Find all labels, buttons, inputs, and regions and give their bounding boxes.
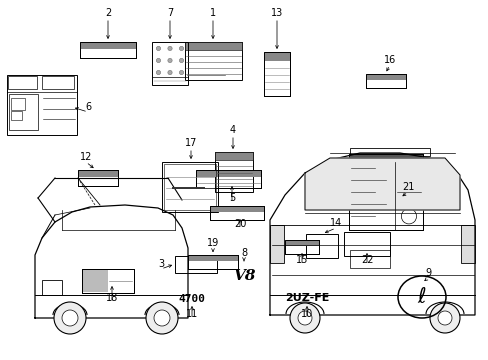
Bar <box>365 74 405 88</box>
Bar <box>82 269 134 293</box>
Polygon shape <box>35 205 187 318</box>
Bar <box>196 170 261 188</box>
Bar <box>365 74 405 80</box>
Bar <box>152 42 187 85</box>
Bar <box>215 152 252 192</box>
Text: 4: 4 <box>229 125 236 135</box>
Circle shape <box>179 70 183 75</box>
Circle shape <box>62 310 78 326</box>
Bar <box>80 42 136 49</box>
Bar <box>305 234 337 258</box>
Text: 13: 13 <box>270 8 283 18</box>
Text: 11: 11 <box>185 309 198 319</box>
Bar <box>42 76 73 89</box>
Bar <box>187 255 238 269</box>
Circle shape <box>156 58 161 63</box>
Bar <box>209 206 264 212</box>
Bar <box>78 170 118 177</box>
Bar <box>264 52 289 61</box>
Circle shape <box>54 302 86 334</box>
Bar <box>348 154 422 230</box>
Circle shape <box>167 58 172 63</box>
Circle shape <box>167 46 172 51</box>
Bar <box>460 225 474 263</box>
Bar <box>78 170 118 186</box>
Bar <box>184 42 242 50</box>
Bar <box>348 154 422 230</box>
Circle shape <box>289 303 319 333</box>
Bar <box>11 111 21 120</box>
Bar <box>264 52 289 96</box>
Bar <box>215 152 252 160</box>
Polygon shape <box>269 153 474 315</box>
Circle shape <box>167 70 172 75</box>
Text: 10: 10 <box>300 309 312 319</box>
Text: 2: 2 <box>104 8 111 18</box>
Text: 22: 22 <box>360 255 372 265</box>
Bar <box>349 148 429 156</box>
Bar <box>162 162 218 212</box>
Bar <box>264 52 289 96</box>
Circle shape <box>179 46 183 51</box>
Text: 16: 16 <box>383 55 395 65</box>
Bar <box>78 170 118 186</box>
Bar <box>163 164 216 210</box>
Text: 14: 14 <box>329 218 342 228</box>
Text: 21: 21 <box>401 182 413 192</box>
Text: 1: 1 <box>209 8 216 18</box>
Bar <box>42 280 62 295</box>
Text: 2UZ-FE: 2UZ-FE <box>284 293 328 303</box>
Circle shape <box>156 70 161 75</box>
Bar <box>11 98 25 110</box>
Text: 3: 3 <box>158 259 164 269</box>
Bar <box>196 170 261 188</box>
Circle shape <box>297 311 311 325</box>
Text: 6: 6 <box>85 102 91 112</box>
Text: 12: 12 <box>80 152 92 162</box>
Circle shape <box>146 302 178 334</box>
Bar <box>184 42 242 80</box>
Text: 17: 17 <box>184 138 197 148</box>
Text: 5: 5 <box>228 193 235 203</box>
Bar <box>8 76 37 89</box>
Circle shape <box>437 311 451 325</box>
Bar <box>348 154 422 162</box>
Circle shape <box>156 46 161 51</box>
Bar <box>349 250 389 268</box>
Text: 15: 15 <box>295 255 307 265</box>
Text: 19: 19 <box>206 238 219 248</box>
Text: 7: 7 <box>166 8 173 18</box>
Bar <box>285 240 318 254</box>
Text: 18: 18 <box>106 293 118 303</box>
Bar <box>7 75 77 135</box>
Bar <box>9 94 39 130</box>
Bar <box>80 42 136 58</box>
Bar <box>285 240 318 254</box>
Bar <box>285 240 318 246</box>
Text: 20: 20 <box>233 219 245 229</box>
Text: 9: 9 <box>424 268 430 278</box>
Bar <box>187 255 238 261</box>
Text: 4700: 4700 <box>178 294 205 304</box>
Bar <box>365 74 405 88</box>
Bar <box>209 206 264 220</box>
Circle shape <box>179 58 183 63</box>
Bar <box>187 255 238 269</box>
Bar <box>343 232 389 256</box>
Bar <box>82 269 134 293</box>
Bar <box>196 170 261 177</box>
Bar <box>209 206 264 220</box>
Text: 8: 8 <box>241 248 246 258</box>
Circle shape <box>154 310 170 326</box>
Polygon shape <box>305 158 459 210</box>
Text: V8: V8 <box>232 269 255 283</box>
Circle shape <box>429 303 459 333</box>
Bar <box>80 42 136 58</box>
Bar <box>269 225 284 263</box>
Text: ℓ: ℓ <box>417 287 426 307</box>
Bar <box>175 256 217 273</box>
Bar <box>83 270 108 292</box>
